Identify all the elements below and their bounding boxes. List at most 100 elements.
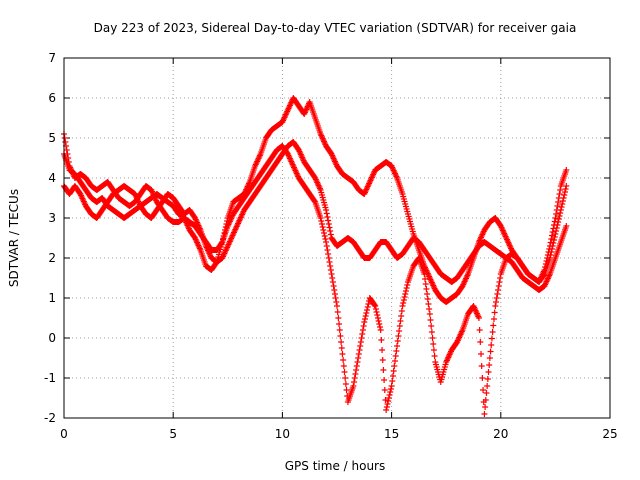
data-point xyxy=(550,240,557,246)
data-point xyxy=(553,211,560,217)
chart-title: Day 223 of 2023, Sidereal Day-to-day VTE… xyxy=(94,21,577,35)
data-point xyxy=(372,303,379,309)
data-point xyxy=(343,387,350,393)
y-tick-label: 5 xyxy=(48,131,56,145)
data-point xyxy=(486,362,493,368)
data-point xyxy=(334,309,341,315)
data-point xyxy=(376,321,383,327)
data-point xyxy=(428,323,435,329)
x-axis-label: GPS time / hours xyxy=(285,459,386,473)
data-point xyxy=(341,369,348,375)
data-point xyxy=(423,286,430,292)
data-point xyxy=(327,267,334,273)
y-tick-label: 7 xyxy=(48,51,56,65)
data-point xyxy=(378,337,385,343)
data-point xyxy=(424,291,431,297)
data-point xyxy=(320,227,327,233)
data-series xyxy=(61,139,570,293)
data-point xyxy=(340,363,347,369)
data-point xyxy=(356,347,363,353)
data-point xyxy=(486,355,493,361)
data-point xyxy=(327,228,334,234)
data-point xyxy=(63,147,70,153)
y-tick-label: 6 xyxy=(48,91,56,105)
x-tick-label: 20 xyxy=(493,427,508,441)
data-point xyxy=(339,351,346,357)
data-point xyxy=(383,404,390,410)
data-point xyxy=(563,167,570,173)
data-point xyxy=(325,251,332,257)
data-point xyxy=(384,401,391,407)
data-point xyxy=(546,255,553,261)
data-point xyxy=(321,233,328,239)
data-point xyxy=(338,345,345,351)
data-point xyxy=(375,318,382,324)
data-point xyxy=(393,348,400,354)
data-point xyxy=(428,329,435,335)
data-point xyxy=(361,316,368,322)
data-point xyxy=(329,275,336,281)
data-point xyxy=(354,359,361,365)
y-tick-label: -2 xyxy=(44,411,56,425)
data-point xyxy=(355,351,362,357)
y-tick-label: 4 xyxy=(48,171,56,185)
data-point xyxy=(556,213,563,219)
data-point xyxy=(336,321,343,327)
data-point xyxy=(475,315,482,321)
data-point xyxy=(495,287,502,293)
data-point xyxy=(324,214,331,220)
data-point xyxy=(218,240,225,246)
data-point xyxy=(321,230,328,236)
data-point xyxy=(561,189,568,195)
data-point xyxy=(382,397,389,403)
data-point xyxy=(483,390,490,396)
data-point xyxy=(337,333,344,339)
data-point xyxy=(342,381,349,387)
data-point xyxy=(489,329,496,335)
data-point xyxy=(323,210,330,217)
data-point xyxy=(478,351,485,357)
data-point xyxy=(553,225,560,231)
plot-frame xyxy=(63,57,611,419)
data-point xyxy=(493,299,500,305)
data-point xyxy=(559,198,566,204)
data-point xyxy=(385,395,392,401)
data-point xyxy=(387,386,394,392)
data-point xyxy=(331,291,338,297)
x-tick-label: 15 xyxy=(384,427,399,441)
x-tick-label: 25 xyxy=(602,427,617,441)
data-point xyxy=(558,204,565,210)
data-point xyxy=(355,355,362,361)
data-point xyxy=(333,299,340,305)
data-point xyxy=(357,339,364,345)
data-point xyxy=(323,243,330,249)
data-point xyxy=(563,183,570,189)
data-point xyxy=(327,263,334,269)
data-point xyxy=(555,216,562,222)
data-point xyxy=(385,398,392,404)
data-point xyxy=(365,301,372,307)
data-point xyxy=(390,368,397,374)
data-point xyxy=(352,371,359,377)
data-point xyxy=(424,296,431,302)
data-point xyxy=(488,335,495,342)
data-point xyxy=(398,313,405,319)
data-point xyxy=(561,192,568,198)
data-point xyxy=(359,331,366,337)
data-point xyxy=(482,404,489,410)
data-point xyxy=(487,348,494,355)
data-point xyxy=(379,347,386,353)
data-point xyxy=(388,383,395,389)
data-point xyxy=(402,288,409,294)
data-point xyxy=(380,367,387,373)
data-point xyxy=(61,135,68,141)
data-point xyxy=(392,353,399,359)
data-point xyxy=(481,411,488,417)
data-point xyxy=(399,303,406,309)
x-tick-label: 10 xyxy=(275,427,290,441)
data-point xyxy=(559,201,566,207)
data-point xyxy=(326,259,333,265)
data-point xyxy=(353,367,360,373)
data-point xyxy=(351,375,358,381)
data-point xyxy=(397,318,404,324)
